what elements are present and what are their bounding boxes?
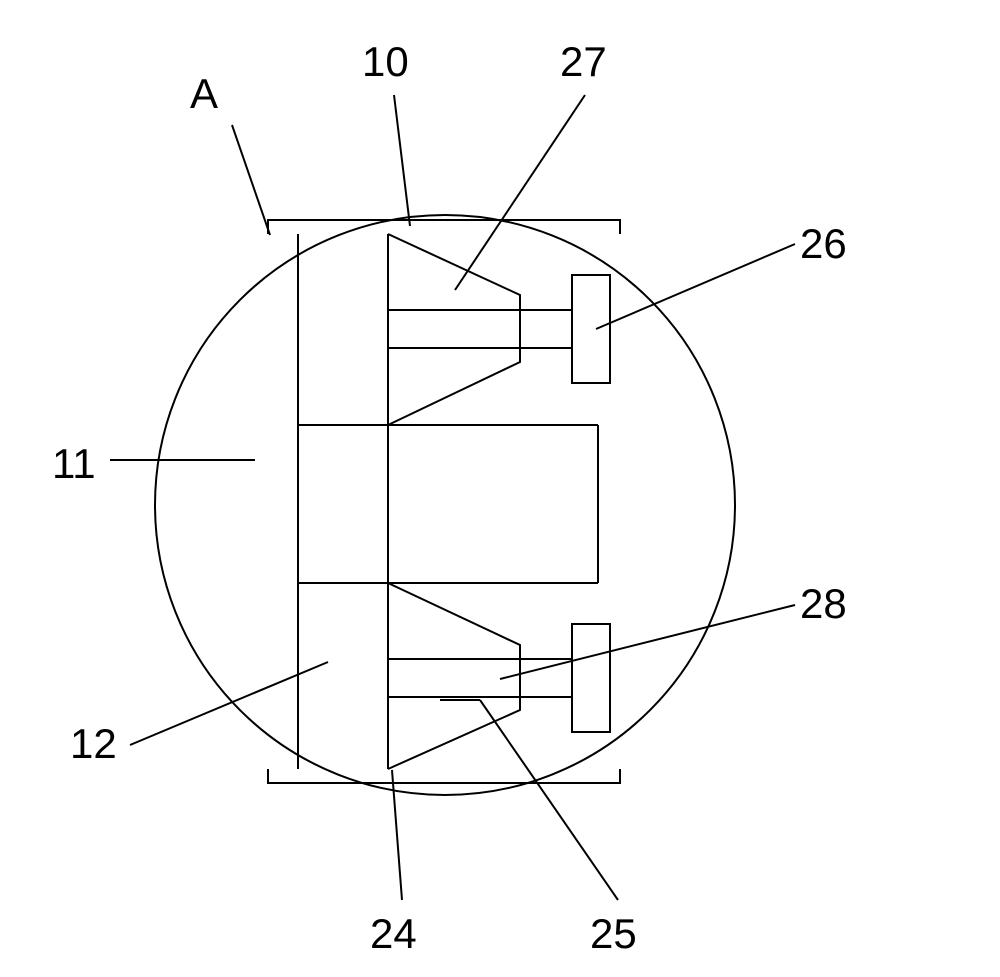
label-12: 12 (70, 720, 117, 768)
label-24: 24 (370, 910, 417, 958)
diagram-canvas (0, 0, 1000, 977)
label-11: 11 (52, 440, 96, 488)
label-A: A (190, 70, 218, 118)
label-28: 28 (800, 580, 847, 628)
label-10: 10 (362, 38, 409, 86)
label-27: 27 (560, 38, 607, 86)
label-26: 26 (800, 220, 847, 268)
label-25: 25 (590, 910, 637, 958)
